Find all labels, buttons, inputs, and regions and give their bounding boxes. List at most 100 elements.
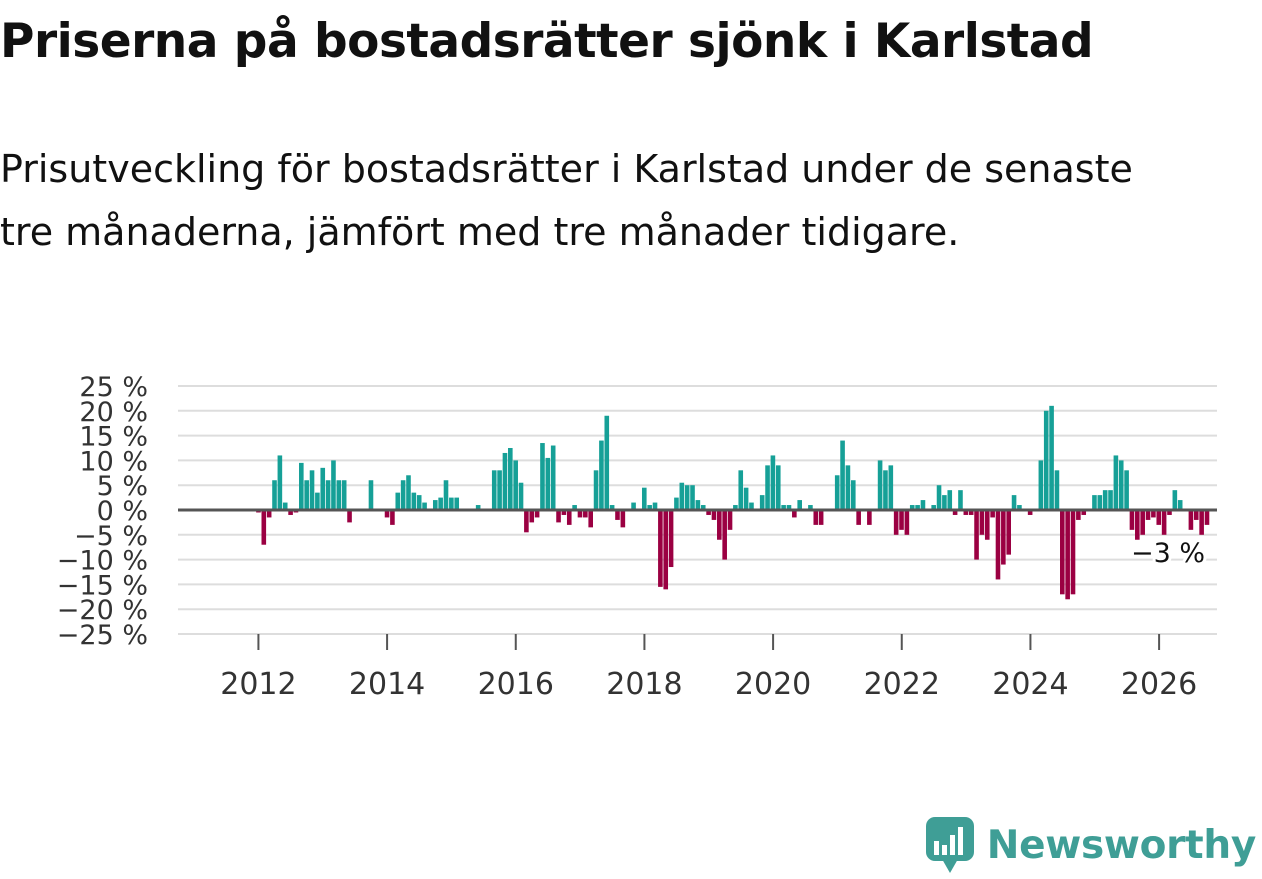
bar: [738, 470, 744, 510]
bar-chart: 25 %20 %15 %10 %5 %0 %−5 %−10 %−15 %−20 …: [57, 372, 1217, 702]
bar: [411, 492, 417, 510]
bar: [641, 487, 647, 510]
bar: [422, 502, 427, 510]
bar: [577, 510, 583, 518]
bar: [368, 480, 374, 510]
bar: [1060, 510, 1065, 595]
bar: [400, 480, 406, 510]
bar: [395, 492, 401, 510]
bar: [1113, 455, 1119, 510]
bar: [272, 480, 277, 510]
bar: [1193, 510, 1199, 520]
bar: [813, 510, 819, 525]
bar: [995, 510, 1001, 580]
bar: [572, 505, 577, 510]
bar: [620, 510, 626, 528]
bar: [845, 465, 851, 510]
bar: [1124, 470, 1129, 510]
bar: [909, 505, 915, 510]
bar: [792, 510, 797, 518]
bar: [652, 502, 658, 510]
x-tick-label: 2024: [992, 667, 1068, 702]
bar: [288, 510, 293, 515]
x-tick-label: 2026: [1121, 667, 1197, 702]
brand-name: Newsworthy: [986, 822, 1257, 868]
bar: [320, 467, 326, 510]
bar: [524, 510, 529, 533]
bar: [513, 460, 518, 510]
bar: [1140, 510, 1145, 535]
bar: [556, 510, 561, 523]
bar: [331, 460, 336, 510]
bar: [658, 510, 663, 587]
bar: [979, 510, 985, 535]
bar: [904, 510, 910, 535]
bar: [759, 495, 765, 510]
bar: [974, 510, 979, 560]
y-tick-label: 10 %: [79, 446, 148, 477]
bar: [867, 510, 872, 525]
y-tick-label: 15 %: [79, 422, 148, 453]
bar: [1108, 490, 1113, 510]
bar: [668, 510, 674, 568]
bar: [883, 470, 888, 510]
x-tick-label: 2018: [606, 667, 682, 702]
bar: [599, 440, 604, 510]
bar: [1188, 510, 1194, 530]
bar: [990, 510, 995, 518]
y-tick-label: −15 %: [57, 570, 148, 601]
bar: [449, 497, 454, 510]
bar: [931, 505, 936, 510]
bar: [534, 510, 540, 518]
bar: [1081, 510, 1087, 515]
bar: [1199, 510, 1204, 535]
x-tick-label: 2022: [864, 667, 940, 702]
bar: [1161, 510, 1167, 535]
bar: [947, 490, 953, 510]
bar: [518, 482, 524, 510]
bar: [406, 475, 411, 510]
bar: [700, 505, 706, 510]
bar: [818, 510, 824, 525]
bar: [1038, 460, 1044, 510]
bar: [717, 510, 722, 540]
bar: [674, 497, 679, 510]
bar: [566, 510, 572, 525]
bar: [899, 510, 904, 530]
bar: [315, 492, 320, 510]
bar: [1097, 495, 1103, 510]
bar: [1065, 510, 1070, 600]
bar: [711, 510, 717, 520]
bar: [1177, 500, 1183, 510]
y-tick-label: −10 %: [57, 546, 148, 577]
bar: [454, 497, 460, 510]
bar: [942, 495, 947, 510]
bar: [1017, 505, 1022, 510]
bar: [663, 510, 669, 590]
bar: [604, 415, 610, 510]
bar: [1011, 495, 1017, 510]
bar: [1049, 405, 1054, 510]
bar: [840, 440, 845, 510]
bar: [888, 465, 894, 510]
bar: [963, 510, 969, 515]
bar: [968, 510, 974, 515]
bar: [438, 497, 443, 510]
bar: [508, 448, 513, 510]
bar: [304, 480, 309, 510]
bar: [615, 510, 620, 520]
bar: [1135, 510, 1140, 540]
bar: [277, 455, 283, 510]
bar: [936, 485, 942, 510]
bar: [797, 500, 802, 510]
newsworthy-logo-icon: [925, 817, 974, 873]
bar: [432, 500, 438, 510]
bar: [1006, 510, 1011, 555]
bar: [743, 487, 749, 510]
bar: [1204, 510, 1210, 525]
bar: [765, 465, 770, 510]
bar: [588, 510, 593, 528]
bar: [299, 462, 304, 510]
bar: [475, 505, 481, 510]
bar: [1145, 510, 1151, 520]
